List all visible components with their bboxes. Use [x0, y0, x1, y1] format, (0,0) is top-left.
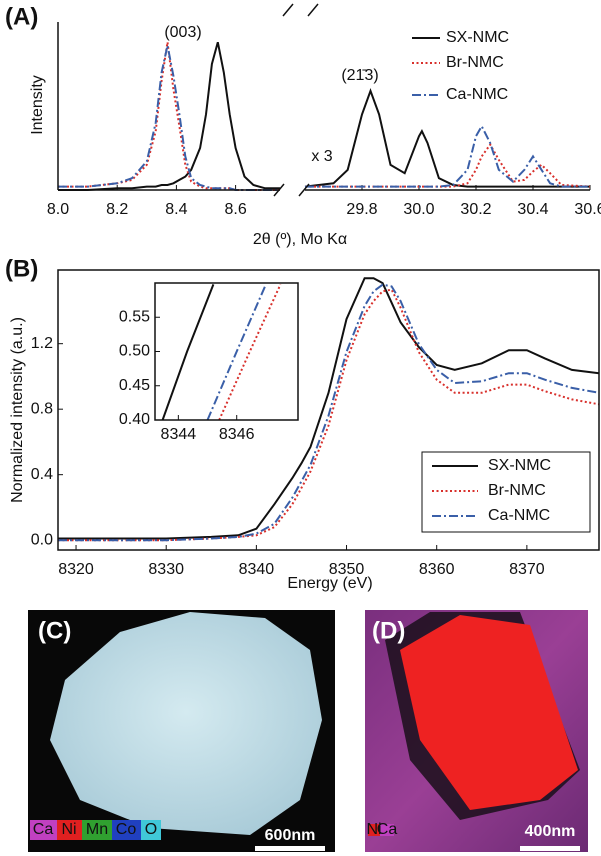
series-line [304, 87, 590, 188]
y-tick-label: 0.45 [119, 377, 150, 394]
legend-label: Ca-NMC [488, 507, 550, 524]
y-tick-label: 0.4 [31, 466, 53, 483]
scale-bar-label: 600nm [265, 827, 316, 844]
annotation: x 3 [311, 148, 332, 165]
axis-break [298, 183, 310, 197]
x-tick-label: 8330 [148, 561, 184, 578]
annotation: (003) [164, 24, 201, 41]
x-tick-label: 8.6 [224, 201, 246, 218]
panel-label: (D) [372, 617, 405, 644]
element-label: Ca [33, 821, 54, 838]
series-line [305, 124, 590, 188]
inset-background [155, 283, 298, 420]
y-axis-label: Intensity [29, 75, 46, 135]
particle [50, 612, 322, 835]
y-tick-label: 0.50 [119, 343, 150, 360]
x-tick-label: 8.2 [106, 201, 128, 218]
element-swatches-d [368, 824, 394, 836]
element-label: Ni [61, 821, 76, 838]
y-tick-label: 0.0 [31, 531, 53, 548]
series-line [58, 45, 280, 191]
x-tick-label: 8360 [419, 561, 455, 578]
axis-break [282, 3, 294, 17]
element-label: Ni [366, 821, 381, 838]
series-line [58, 288, 600, 542]
x-tick-label: 8340 [239, 561, 275, 578]
panel-label: (B) [5, 255, 38, 282]
legend-label: Br-NMC [488, 482, 546, 499]
legend-label: Br-NMC [446, 54, 504, 71]
scale-bar [520, 846, 580, 851]
plot-frame [57, 269, 600, 551]
series-line [305, 142, 591, 188]
x-tick-label: 8370 [509, 561, 545, 578]
y-tick-label: 0.55 [119, 308, 150, 325]
axis-break [307, 3, 319, 17]
x-tick-label: 8346 [219, 426, 255, 443]
series-line [206, 284, 267, 421]
element-label: Mn [86, 821, 108, 838]
element-label: Co [116, 821, 137, 838]
x-axis-label: Energy (eV) [287, 575, 372, 592]
x-tick-label: 30.4 [517, 201, 548, 218]
element-label: O [145, 821, 157, 838]
x-tick-label: 30.0 [403, 201, 434, 218]
series-line [58, 42, 280, 191]
x-tick-label: 8.0 [47, 201, 69, 218]
series-line [161, 284, 215, 421]
x-tick-label: 8.4 [165, 201, 187, 218]
legend-label: SX-NMC [488, 457, 551, 474]
y-tick-label: 0.8 [31, 400, 53, 417]
crystal [400, 615, 578, 810]
series-line [58, 41, 280, 191]
x-tick-label: 8320 [58, 561, 94, 578]
panel-label: (C) [38, 617, 71, 644]
scale-bar [255, 846, 325, 851]
x-tick-label: 30.2 [460, 201, 491, 218]
annotation: (21̄3) [341, 67, 378, 84]
x-tick-label: 29.8 [346, 201, 377, 218]
x-tick-label: 8350 [329, 561, 365, 578]
y-tick-label: 0.40 [119, 411, 150, 428]
series-line [58, 277, 600, 540]
panel-label: (A) [5, 3, 38, 30]
legend-label: Ca-NMC [446, 86, 508, 103]
series-line [58, 283, 600, 542]
x-tick-label: 8344 [161, 426, 197, 443]
x-tick-label: 30.6 [574, 201, 601, 218]
y-axis-label: Normalized intensity (a.u.) [9, 317, 26, 503]
plot-frame [154, 282, 299, 421]
scale-bar-label: 400nm [525, 823, 576, 840]
element-label: Ca [377, 821, 398, 838]
legend-label: SX-NMC [446, 29, 509, 46]
axis-break [273, 183, 285, 197]
x-axis-label: 2θ (º), Mo Kα [253, 231, 347, 248]
y-tick-label: 1.2 [31, 335, 53, 352]
element-swatches [30, 820, 161, 840]
